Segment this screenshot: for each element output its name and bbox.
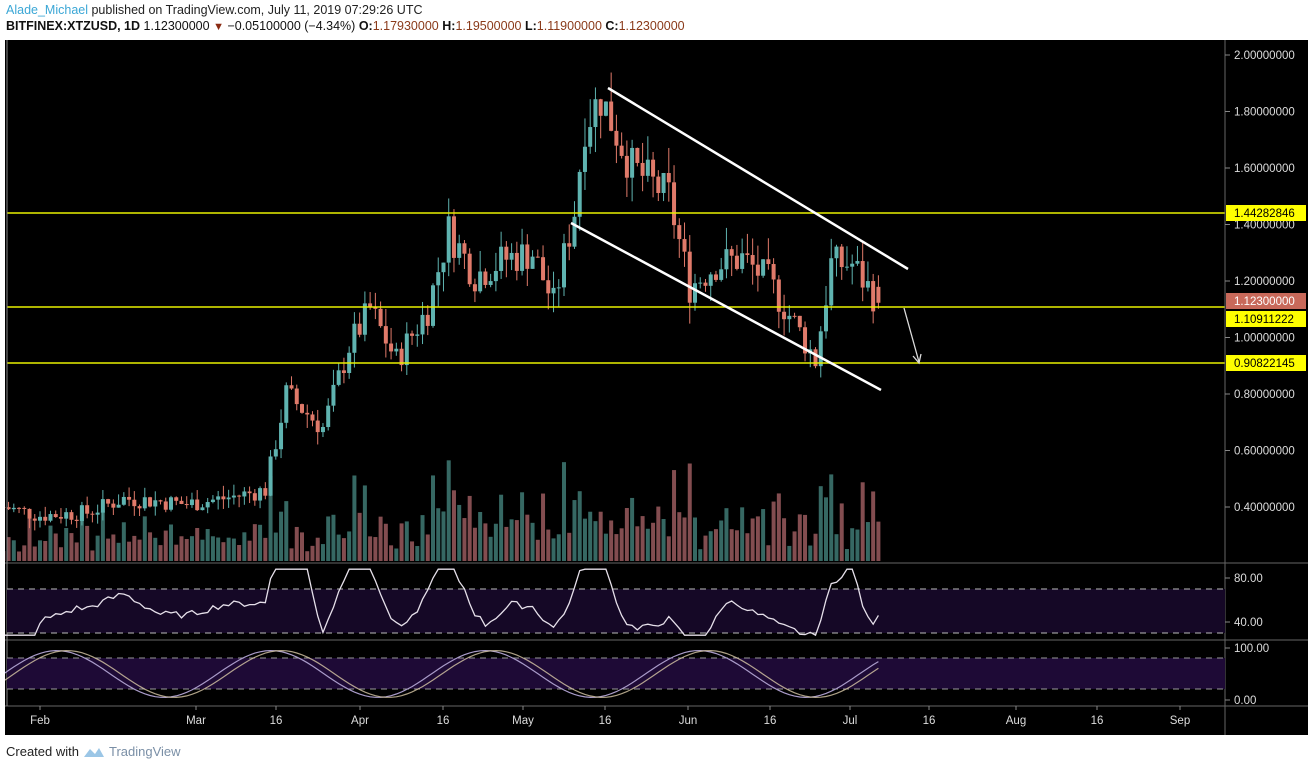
symbol-label: BITFINEX:XTZUSD, 1D [6, 19, 141, 33]
down-arrow-icon: ▼ [213, 21, 224, 33]
time-tick-label: Feb [30, 715, 50, 727]
rsi-tick-label: 40.00 [1234, 617, 1263, 629]
level-tag: 1.44282846 [1234, 208, 1295, 220]
stoch-rsi-pane[interactable] [2, 649, 1225, 699]
open-value: 1.17930000 [372, 19, 439, 33]
price-axis[interactable]: 2.00000000 1.80000000 1.60000000 1.40000000… [1225, 50, 1295, 514]
price-tick-label: 0.80000000 [1234, 389, 1295, 401]
close-label: C: [605, 19, 619, 33]
time-tick-label: Jul [843, 715, 858, 727]
time-tick-label: Aug [1006, 715, 1026, 727]
rsi-pane[interactable] [3, 568, 1225, 637]
price-tick-label: 1.60000000 [1234, 163, 1295, 175]
time-tick-label: 16 [1091, 715, 1104, 727]
time-tick-label: 16 [599, 715, 612, 727]
high-value: 1.19500000 [455, 19, 522, 33]
last-price: 1.12300000 [143, 19, 210, 33]
price-tick-label: 1.00000000 [1234, 333, 1295, 345]
price-tick-label: 1.80000000 [1234, 107, 1295, 119]
channel-upper-line[interactable] [607, 86, 909, 271]
price-tick-label: 1.40000000 [1234, 220, 1295, 232]
time-tick-label: 16 [764, 715, 777, 727]
price-tick-label: 1.20000000 [1234, 276, 1295, 288]
symbol-legend: BITFINEX:XTZUSD, 1D 1.12300000 ▼ −0.0510… [6, 19, 685, 33]
time-tick-label: Mar [186, 715, 206, 727]
rsi-tick-label: 80.00 [1234, 573, 1263, 585]
chart-container[interactable]: 2.00000000 1.80000000 1.60000000 1.40000000… [1, 40, 1308, 735]
time-tick-label: 16 [437, 715, 450, 727]
low-value: 1.11900000 [536, 19, 602, 33]
time-tick-label: 16 [270, 715, 283, 727]
price-tick-label: 2.00000000 [1234, 50, 1295, 62]
level-tag: 1.10911222 [1234, 314, 1294, 326]
stoch-tick-label: 0.00 [1234, 695, 1256, 707]
candles [1, 72, 881, 531]
stoch-k-line [2, 649, 879, 699]
channel-lower-line[interactable] [570, 221, 882, 392]
time-tick-label: 16 [923, 715, 936, 727]
tradingview-brand[interactable]: TradingView [108, 744, 181, 759]
publish-info: Alade_Michael published on TradingView.c… [6, 3, 422, 17]
time-axis[interactable]: Feb Mar 16 Apr 16 May 16 Jun 16 Jul 16 Aug 16 Sep [30, 706, 1190, 727]
rsi-axis[interactable]: 80.00 40.00 [1225, 573, 1263, 629]
created-with-text: Created with [6, 744, 79, 759]
footer: Created with TradingView [6, 744, 181, 759]
publish-text: published on TradingView.com, July 11, 2… [91, 3, 423, 17]
level-tag: 0.90822145 [1234, 358, 1295, 370]
time-tick-label: Apr [351, 715, 369, 727]
high-label: H: [442, 19, 456, 33]
volume-bars [1, 460, 881, 561]
stoch-axis[interactable]: 100.00 0.00 [1225, 643, 1269, 707]
stoch-d-line [2, 649, 879, 699]
price-tags: 1.44282846 1.12300000 1.10911222 0.90822145 [1226, 205, 1306, 371]
stoch-tick-label: 100.00 [1234, 643, 1269, 655]
time-tick-label: May [512, 715, 534, 727]
open-label: O: [358, 19, 373, 33]
tradingview-logo-icon [83, 747, 104, 757]
last-price-tag: 1.12300000 [1234, 296, 1295, 308]
close-value: 1.12300000 [618, 19, 685, 33]
price-tick-label: 0.40000000 [1234, 502, 1295, 514]
low-label: L: [524, 19, 537, 33]
projection-arrow-icon[interactable] [903, 307, 922, 365]
time-tick-label: Sep [1170, 715, 1190, 727]
price-tick-label: 0.60000000 [1234, 446, 1295, 458]
author-link[interactable]: Alade_Michael [6, 3, 88, 17]
time-tick-label: Jun [679, 715, 698, 727]
change-value: −0.05100000 (−4.34%) [227, 19, 356, 33]
chart-canvas[interactable]: 2.00000000 1.80000000 1.60000000 1.40000000… [1, 40, 1308, 735]
rsi-line [3, 568, 879, 637]
